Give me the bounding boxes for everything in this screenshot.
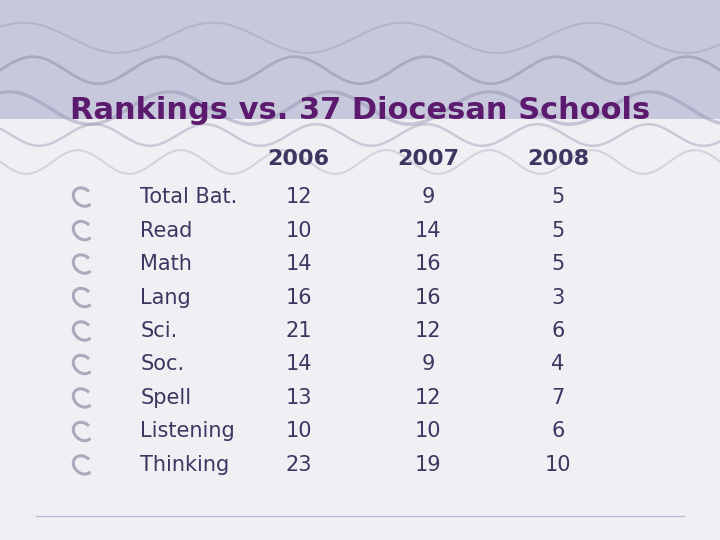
Text: 14: 14	[286, 254, 312, 274]
Text: 14: 14	[415, 220, 441, 241]
Text: 2007: 2007	[397, 149, 459, 170]
Text: 4: 4	[552, 354, 564, 375]
Text: 2006: 2006	[268, 149, 330, 170]
Text: 10: 10	[545, 455, 571, 475]
Text: 19: 19	[415, 455, 441, 475]
Text: 12: 12	[286, 187, 312, 207]
Text: Soc.: Soc.	[140, 354, 184, 375]
Text: 2008: 2008	[527, 149, 589, 170]
Text: Sci.: Sci.	[140, 321, 178, 341]
Text: Lang: Lang	[140, 287, 191, 308]
Text: 10: 10	[415, 421, 441, 442]
Text: 6: 6	[552, 321, 564, 341]
Text: Listening: Listening	[140, 421, 235, 442]
Text: Spell: Spell	[140, 388, 192, 408]
Text: 16: 16	[415, 287, 441, 308]
Text: 5: 5	[552, 220, 564, 241]
Text: 9: 9	[422, 187, 435, 207]
Text: 12: 12	[415, 321, 441, 341]
Text: 23: 23	[286, 455, 312, 475]
Text: 10: 10	[286, 220, 312, 241]
Text: 10: 10	[286, 421, 312, 442]
Text: 14: 14	[286, 354, 312, 375]
Text: 16: 16	[286, 287, 312, 308]
Text: 21: 21	[286, 321, 312, 341]
Text: 5: 5	[552, 187, 564, 207]
Text: Thinking: Thinking	[140, 455, 230, 475]
Text: Total Bat.: Total Bat.	[140, 187, 238, 207]
Text: 16: 16	[415, 254, 441, 274]
Text: 3: 3	[552, 287, 564, 308]
Text: 13: 13	[286, 388, 312, 408]
Text: 5: 5	[552, 254, 564, 274]
FancyBboxPatch shape	[0, 0, 720, 119]
Text: 12: 12	[415, 388, 441, 408]
Text: Math: Math	[140, 254, 192, 274]
Text: Rankings vs. 37 Diocesan Schools: Rankings vs. 37 Diocesan Schools	[70, 96, 650, 125]
Text: 7: 7	[552, 388, 564, 408]
Text: 9: 9	[422, 354, 435, 375]
Text: 6: 6	[552, 421, 564, 442]
Text: Read: Read	[140, 220, 193, 241]
